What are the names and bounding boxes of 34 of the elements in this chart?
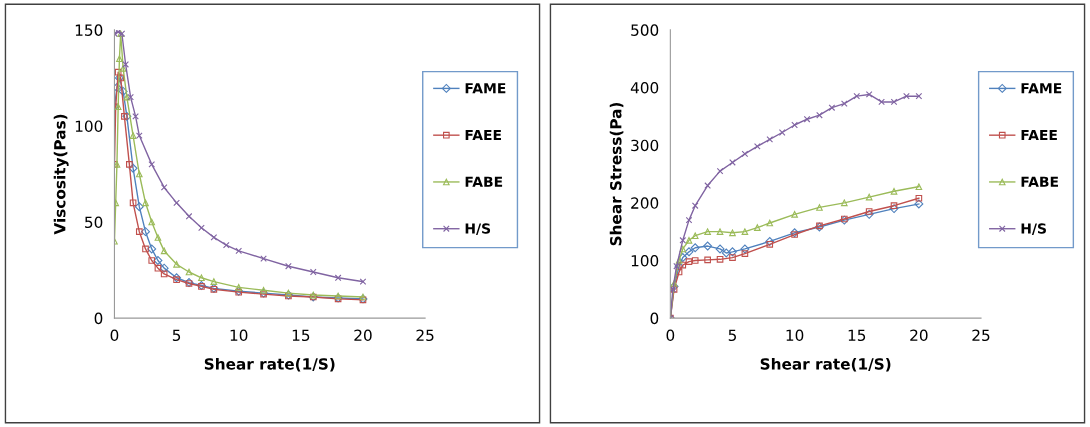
y-tick-label: 200 <box>631 197 659 209</box>
x-tick-label: 10 <box>786 329 804 342</box>
y-tick-label: 300 <box>631 139 659 152</box>
legend-label: FABE <box>1021 176 1058 187</box>
y-tick-label: 50 <box>85 216 103 229</box>
x-tick-label: 5 <box>172 329 181 342</box>
x-tick-label: 25 <box>972 329 990 342</box>
x-tick-label: 20 <box>910 329 928 342</box>
y-tick-label: 100 <box>75 120 103 132</box>
x-tick-label: 0 <box>110 329 119 342</box>
y-tick-label: 500 <box>631 24 659 36</box>
y-tick-label: 0 <box>650 312 659 325</box>
y-tick-label: 150 <box>75 24 103 36</box>
legend-label: FAEE <box>1021 129 1057 141</box>
legend-label: H/S <box>1021 223 1046 235</box>
x-tick-label: 10 <box>230 329 248 342</box>
x-tick-label: 15 <box>848 329 866 342</box>
legend-label: FAME <box>465 83 506 94</box>
x-axis-title: Shear rate(1/S) <box>204 357 335 372</box>
y-tick-label: 400 <box>630 82 659 94</box>
x-tick-label: 15 <box>292 329 310 342</box>
x-tick-label: 5 <box>728 329 737 342</box>
legend-label: H/S <box>465 223 491 235</box>
legend-label: FAEE <box>465 129 501 141</box>
x-tick-label: 0 <box>666 329 675 342</box>
legend-label: FABE <box>465 176 503 187</box>
x-tick-label: 25 <box>416 329 434 342</box>
x-axis-title: Shear rate(1/S) <box>760 357 891 372</box>
y-tick-label: 100 <box>631 254 659 267</box>
legend-label: FAME <box>1021 83 1062 94</box>
y-axis-title: Viscosity(Pas) <box>53 114 69 235</box>
y-tick-label: 0 <box>94 312 103 325</box>
x-tick-label: 20 <box>354 329 372 342</box>
y-axis-title: Shear Stress(Pa) <box>609 102 624 246</box>
